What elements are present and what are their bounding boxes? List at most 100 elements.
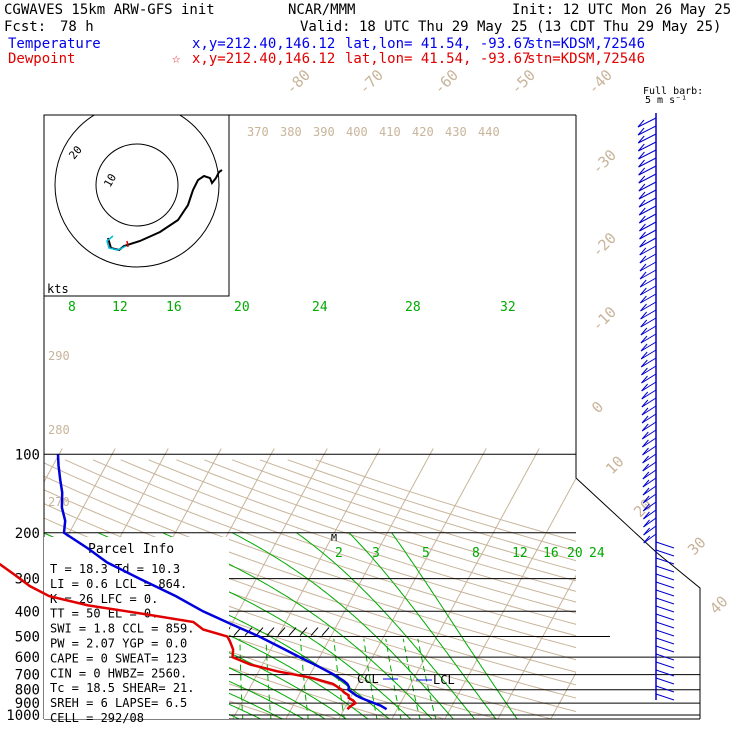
wind-barb bbox=[638, 157, 657, 168]
dewpoint-label: Dewpoint bbox=[8, 51, 76, 67]
isotherm-label: -60 bbox=[430, 66, 462, 98]
wind-barb bbox=[642, 437, 657, 448]
isotherm-line bbox=[0, 448, 9, 720]
wind-barb bbox=[637, 135, 645, 144]
wind-barb bbox=[640, 311, 648, 320]
theta-label: 380 bbox=[280, 125, 302, 139]
wind-barb bbox=[642, 453, 657, 464]
init-time: Init: 12 UTC Mon 26 May 25 bbox=[512, 2, 732, 18]
dry-adiabat-line bbox=[204, 459, 576, 582]
theta-label: 430 bbox=[445, 125, 467, 139]
wind-barb bbox=[640, 325, 657, 336]
parcel-title: Parcel Info bbox=[88, 542, 174, 557]
temperature-xy: x,y=212.40,146.12 bbox=[192, 36, 336, 52]
moist-adiabat-line bbox=[162, 532, 433, 719]
dry-adiabat-line bbox=[176, 459, 576, 592]
wind-barb bbox=[655, 573, 675, 581]
wind-barb bbox=[641, 389, 657, 400]
mixing-ratio-label: 24 bbox=[312, 300, 328, 315]
wind-barb bbox=[639, 287, 647, 296]
moist-adiabat-line bbox=[391, 532, 518, 719]
wind-barb bbox=[640, 303, 647, 312]
hatch-mark bbox=[266, 627, 275, 636]
wind-barb bbox=[655, 541, 675, 549]
mixing-ratio-low-label: 5 bbox=[422, 546, 430, 561]
wind-barb bbox=[638, 205, 657, 216]
isotherm-line bbox=[444, 477, 576, 719]
wind-barb bbox=[642, 493, 657, 504]
barb-legend-line2: 5 m s⁻¹ bbox=[645, 95, 687, 106]
wind-barb bbox=[638, 165, 657, 176]
wind-barb bbox=[640, 343, 648, 352]
temperature-label: Temperature bbox=[8, 36, 101, 52]
fcst-value: 78 h bbox=[60, 19, 94, 35]
mixing-ratio-low-label: 8 bbox=[472, 546, 480, 561]
ccl-label: CCL bbox=[357, 672, 379, 686]
parcel-info-rows: T = 18.3 Td = 10.3LI = 0.6 LCL = 864.K =… bbox=[50, 562, 195, 725]
wind-barb bbox=[638, 175, 646, 184]
hodograph-ring-10 bbox=[95, 143, 179, 227]
wind-barb bbox=[638, 173, 657, 184]
wind-barb bbox=[638, 151, 645, 160]
wind-barb bbox=[655, 629, 675, 637]
theta-label: 370 bbox=[247, 125, 269, 139]
mixing-ratio-low-label: 3 bbox=[372, 546, 380, 561]
org-label: NCAR/MMM bbox=[288, 2, 356, 18]
wind-barb bbox=[640, 293, 657, 304]
wind-barb bbox=[640, 285, 657, 296]
isotherm-line bbox=[497, 574, 576, 719]
wind-barb bbox=[641, 397, 657, 408]
wind-barb bbox=[642, 495, 650, 504]
valid-time: Valid: 18 UTC Thu 29 May 25 (13 CDT Thu … bbox=[300, 19, 722, 35]
pressure-tick-label: 600 bbox=[15, 650, 40, 666]
mixing-ratio-line bbox=[239, 638, 244, 719]
wind-barb bbox=[641, 413, 657, 424]
wind-barb bbox=[641, 381, 657, 392]
hatch-mark bbox=[321, 627, 330, 636]
theta-side-label: 270 bbox=[48, 495, 70, 509]
hodograph-kts-label: kts bbox=[47, 282, 69, 296]
wind-barb bbox=[639, 271, 647, 280]
isotherm-label: -50 bbox=[507, 66, 539, 98]
parcel-row: TT = 50 EL = 0. bbox=[50, 607, 158, 621]
isotherm-line bbox=[391, 448, 540, 719]
wind-barb bbox=[640, 327, 648, 336]
wind-barb bbox=[639, 231, 646, 240]
dewpoint-profile bbox=[0, 562, 358, 711]
hatch-mark bbox=[288, 627, 297, 636]
sounding-series bbox=[0, 454, 388, 711]
wind-barb bbox=[641, 407, 649, 416]
hodograph-ring-label: 10 bbox=[101, 172, 119, 190]
wind-barb-profile bbox=[637, 113, 675, 701]
wind-barb bbox=[640, 341, 657, 352]
pressure-tick-label: 900 bbox=[15, 696, 40, 712]
temperature-latlon: lat,lon= 41.54, -93.67 bbox=[345, 36, 531, 52]
parcel-row: K = 26 LFC = 0. bbox=[50, 592, 158, 606]
parcel-row: T = 18.3 Td = 10.3 bbox=[50, 562, 180, 576]
hatch-mark bbox=[255, 627, 264, 636]
barb-legend-line1: Full barb: bbox=[643, 86, 703, 97]
parcel-row: SREH = 6 LAPSE= 6.5 bbox=[50, 696, 187, 710]
mixing-ratio-label: 20 bbox=[234, 300, 250, 315]
wind-barb bbox=[639, 269, 657, 280]
wind-barb bbox=[655, 605, 675, 613]
isotherm-label: -20 bbox=[588, 229, 620, 261]
wind-barb bbox=[643, 535, 651, 544]
wind-barb bbox=[642, 471, 650, 480]
wind-barb bbox=[639, 237, 657, 248]
mixing-ratio-label: 28 bbox=[405, 300, 421, 315]
wind-barb bbox=[638, 181, 657, 192]
isotherm-line bbox=[44, 448, 116, 581]
wind-barb bbox=[640, 349, 657, 360]
wind-barb bbox=[643, 527, 650, 536]
theta-label: 410 bbox=[379, 125, 401, 139]
wind-barb bbox=[638, 215, 646, 224]
theta-label: 400 bbox=[346, 125, 368, 139]
dry-adiabat-line bbox=[44, 475, 576, 661]
parcel-row: CELL = 292/08 bbox=[50, 711, 144, 725]
wind-barb bbox=[642, 469, 657, 480]
mixing-ratio-label: 16 bbox=[166, 300, 182, 315]
wind-barb bbox=[641, 423, 649, 432]
wind-barb bbox=[639, 229, 657, 240]
wind-barb bbox=[641, 391, 649, 400]
